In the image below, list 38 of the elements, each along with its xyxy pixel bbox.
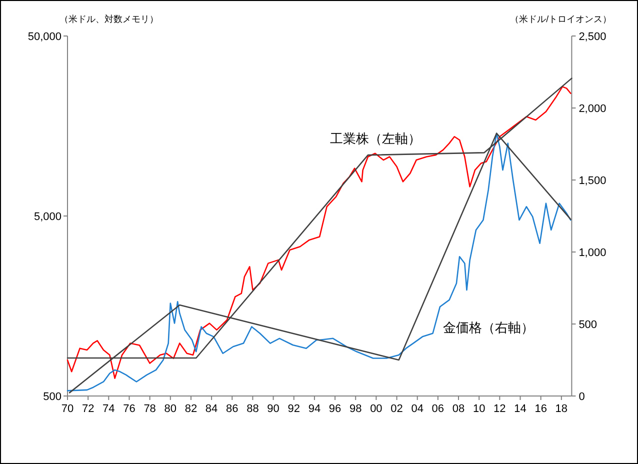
x-tick-label: 10	[472, 403, 486, 415]
x-tick-label: 88	[246, 403, 259, 415]
y2-tick-label: 2,500	[578, 31, 606, 43]
x-tick-label: 90	[267, 403, 280, 415]
x-tick-label: 14	[514, 403, 526, 415]
x-tick-label: 78	[144, 403, 156, 415]
x-tick-label: 94	[308, 403, 321, 415]
y2-tick-label: 500	[578, 319, 598, 331]
x-tick-label: 70	[61, 403, 74, 415]
x-tick-label: 84	[205, 403, 218, 415]
x-tick-label: 76	[123, 403, 136, 415]
y-tick-label: 500	[43, 391, 62, 403]
x-tick-label: 12	[494, 403, 506, 415]
series-label: 工業株（左軸）	[330, 131, 421, 146]
x-tick-label: 92	[288, 403, 300, 415]
y2-axis-title: （米ドル/トロイオンス）	[510, 14, 612, 24]
x-tick-label: 00	[370, 403, 382, 415]
x-tick-label: 16	[534, 403, 547, 415]
x-tick-label: 02	[390, 403, 403, 415]
y-tick-label: 50,000	[28, 31, 62, 43]
x-tick-label: 08	[452, 403, 465, 415]
y2-tick-label: 0	[578, 391, 585, 403]
series-label: 金価格（右軸）	[443, 320, 534, 335]
x-tick-label: 74	[102, 403, 115, 415]
x-tick-label: 72	[82, 403, 94, 415]
x-tick-label: 04	[411, 403, 424, 415]
y-tick-label: 5,000	[34, 211, 62, 223]
y2-tick-label: 1,500	[578, 175, 606, 187]
y2-tick-label: 1,000	[578, 247, 606, 259]
x-tick-label: 18	[555, 403, 568, 415]
y-axis-title: （米ドル、対数メモリ）	[60, 14, 158, 24]
x-tick-label: 80	[164, 403, 177, 415]
x-tick-label: 86	[226, 403, 238, 415]
x-tick-label: 06	[432, 403, 444, 415]
x-tick-label: 96	[328, 403, 342, 415]
x-tick-label: 82	[184, 403, 198, 415]
x-tick-label: 98	[349, 403, 362, 415]
y2-tick-label: 2,000	[578, 103, 606, 115]
